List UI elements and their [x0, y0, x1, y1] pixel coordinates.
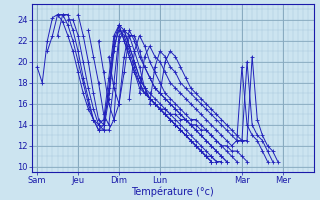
- X-axis label: Température (°c): Température (°c): [132, 187, 214, 197]
